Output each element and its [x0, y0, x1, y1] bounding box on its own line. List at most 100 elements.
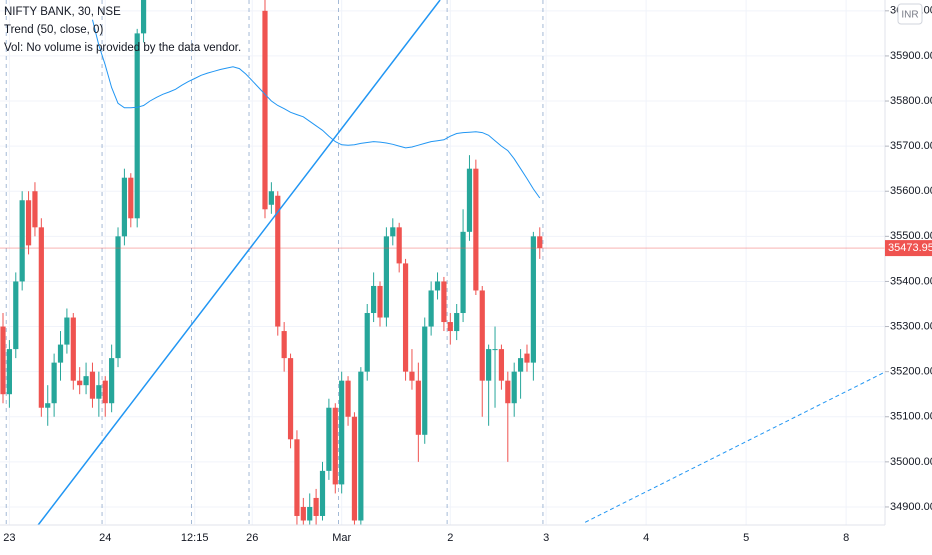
- y-tick-label: 35700.00: [890, 140, 932, 152]
- candle-body: [415, 380, 421, 435]
- candle-body: [287, 358, 294, 440]
- candle-body: [479, 290, 485, 381]
- x-tick-label: 12:15: [181, 532, 209, 544]
- candle-body: [64, 317, 70, 345]
- candle-body: [517, 358, 524, 372]
- candle-body: [121, 177, 128, 237]
- candle-body: [383, 236, 389, 318]
- candle-body: [434, 281, 441, 291]
- candle-body: [51, 362, 57, 404]
- candle-body: [524, 353, 530, 363]
- y-tick-label: 35300.00: [890, 320, 932, 332]
- y-tick-label: 35000.00: [890, 456, 932, 468]
- candle-body: [466, 168, 473, 232]
- candle-body: [326, 407, 332, 471]
- candle-body: [364, 313, 370, 372]
- y-tick-label: 35800.00: [890, 95, 932, 107]
- candle-body: [262, 10, 268, 210]
- candle-body: [89, 371, 96, 399]
- candle-body: [128, 177, 134, 219]
- x-tick-label: 8: [843, 532, 849, 544]
- candle-body: [530, 236, 536, 363]
- candle-body: [537, 236, 543, 249]
- candle-body: [115, 236, 121, 359]
- candle-body: [511, 371, 517, 404]
- candle-body: [109, 358, 115, 404]
- candle-body: [25, 200, 32, 246]
- candle-body: [300, 506, 306, 521]
- y-tick-label: 35100.00: [890, 411, 932, 423]
- candle-body: [70, 317, 76, 381]
- candle-body: [454, 313, 460, 332]
- y-tick-label: 35200.00: [890, 366, 932, 378]
- candle-body: [505, 380, 511, 404]
- candle-body: [339, 380, 345, 485]
- candle-body: [6, 349, 12, 395]
- candle-body: [45, 403, 51, 408]
- x-tick-label: 23: [3, 532, 15, 544]
- candle-body: [390, 227, 396, 237]
- candle-body: [428, 290, 434, 327]
- indicator-label: Trend (50, close, 0): [4, 24, 103, 36]
- candle-body: [307, 506, 313, 521]
- plot-area: [0, 0, 885, 525]
- candle-body: [332, 407, 338, 485]
- candle-body: [460, 231, 466, 314]
- candle-body: [275, 195, 281, 327]
- candle-body: [422, 326, 428, 435]
- candle-body: [134, 33, 140, 219]
- y-tick-label: 35900.00: [890, 50, 932, 62]
- candle-body: [486, 349, 492, 381]
- y-tick-label: 35400.00: [890, 275, 932, 287]
- candle-body: [447, 322, 453, 332]
- trend-indicator-line: [92, 19, 541, 199]
- x-tick-label: 2: [447, 532, 453, 544]
- y-tick-label: 34900.00: [890, 501, 932, 513]
- candle-body: [371, 285, 377, 314]
- candle-body: [473, 168, 479, 291]
- currency-label[interactable]: INR: [901, 10, 918, 21]
- x-tick-label: 26: [246, 532, 258, 544]
- candle-body: [358, 371, 364, 521]
- candle-body: [313, 497, 319, 516]
- candle-body: [409, 371, 415, 381]
- candle-body: [377, 285, 383, 318]
- candle-body: [351, 416, 358, 521]
- axes: 36000.0035900.0035800.0035700.0035600.00…: [3, 5, 932, 544]
- candle-body: [268, 191, 274, 205]
- trend-line: [37, 0, 441, 525]
- last-price-label: 35473.95: [888, 242, 932, 254]
- candle-body: [0, 326, 6, 395]
- candle-body: [13, 281, 19, 350]
- candle-body: [38, 227, 44, 408]
- candle-body: [281, 331, 287, 359]
- candle-body: [83, 376, 89, 386]
- candle-body: [19, 200, 25, 282]
- candle-body: [140, 0, 147, 34]
- candle-body: [319, 470, 326, 516]
- x-tick-label: 3: [543, 532, 549, 544]
- y-tick-label: 35600.00: [890, 185, 932, 197]
- x-tick-label: Mar: [332, 532, 351, 544]
- candle-body: [57, 344, 64, 363]
- candle-body: [32, 191, 38, 228]
- candle-body: [498, 349, 505, 381]
- candle-body: [396, 227, 402, 264]
- candle-body: [402, 263, 409, 372]
- x-tick-label: 5: [743, 532, 749, 544]
- candle-body: [294, 439, 300, 516]
- chart-title: NIFTY BANK, 30, NSE: [4, 6, 121, 18]
- volume-note: Vol: No volume is provided by the data v…: [4, 42, 241, 54]
- candle-body: [441, 281, 447, 323]
- currency-box[interactable]: [897, 3, 923, 25]
- y-tick-label: 35500.00: [890, 230, 932, 242]
- candle-body: [492, 349, 498, 351]
- candle-body: [77, 380, 83, 386]
- x-tick-label: 4: [643, 532, 649, 544]
- x-tick-label: 24: [99, 532, 111, 544]
- candle-body: [345, 380, 351, 417]
- last-price-box: [885, 240, 932, 257]
- candle-body: [96, 385, 102, 399]
